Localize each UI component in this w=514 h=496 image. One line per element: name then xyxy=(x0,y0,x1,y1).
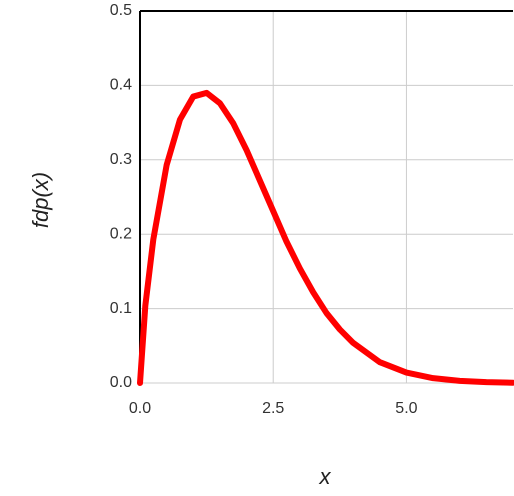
x-axis-title: x xyxy=(319,464,332,489)
y-tick-label: 0.0 xyxy=(110,374,132,391)
x-tick-label: 2.5 xyxy=(262,400,284,417)
x-tick-label: 0.0 xyxy=(129,400,151,417)
x-tick-label: 5.0 xyxy=(395,400,417,417)
y-tick-label: 0.4 xyxy=(110,77,132,94)
y-tick-label: 0.5 xyxy=(110,2,132,19)
y-tick-label: 0.3 xyxy=(110,151,132,168)
y-tick-label: 0.1 xyxy=(110,300,132,317)
y-tick-label: 0.2 xyxy=(110,225,132,242)
y-axis-title: fdp(x) xyxy=(28,172,53,228)
line-series xyxy=(137,89,514,386)
